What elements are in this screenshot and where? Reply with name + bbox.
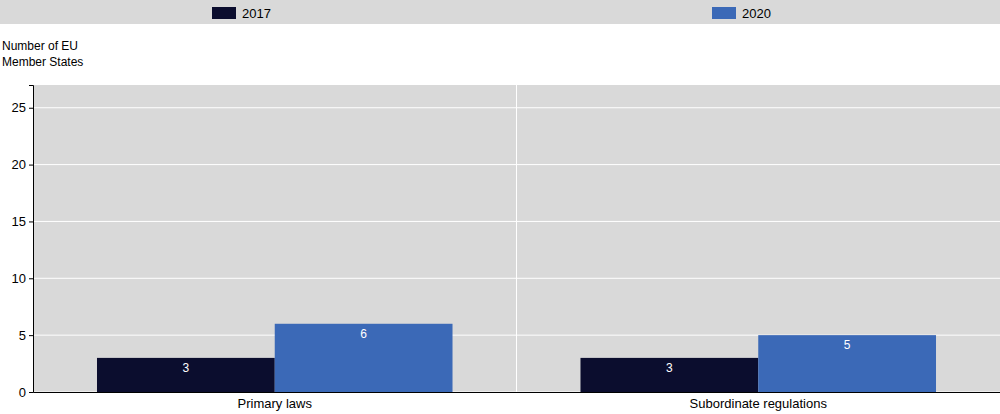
y-tick-label: 0 [19,385,26,400]
x-tick-label: Primary laws [238,396,313,411]
y-axis: 0 5 10 15 20 25 [12,86,34,400]
y-tick-label: 10 [12,271,26,286]
x-axis-line [34,392,1000,393]
legend-label: 2020 [742,6,771,21]
x-tick: Subordinate regulations [690,392,828,411]
data-label: 5 [844,338,851,352]
bars [97,324,936,392]
x-tick-label: Subordinate regulations [690,396,828,411]
bar [758,335,936,392]
y-tick-mark [29,108,33,109]
plot: 3 3 6 5 0 5 10 15 20 25 Primary laws Subordinate re… [12,85,1000,411]
bar [580,358,758,392]
y-tick-label: 25 [12,100,26,115]
y-axis-line [29,86,34,393]
y-tick-mark [29,335,33,336]
x-tick: Primary laws [238,392,313,411]
y-tick: 20 [12,157,33,172]
legend-swatch [712,7,736,19]
y-tick: 25 [12,100,33,115]
data-label: 6 [360,327,367,341]
data-labels: 3 3 6 5 [183,327,851,375]
bar [97,358,275,392]
bar [275,324,453,392]
legend-background [0,0,1000,24]
y-tick-mark [29,278,33,279]
data-label: 3 [666,361,673,375]
y-tick: 10 [12,271,33,286]
legend-swatch [212,7,236,19]
y-tick: 5 [19,328,33,343]
chart: 2017 2020 Number of EUMember States 3 3 6 5 0 5 1… [0,0,1000,414]
y-tick: 0 [19,385,33,400]
y-tick-mark [29,392,33,393]
data-label: 3 [183,361,190,375]
y-axis-title: Number of EUMember States [2,39,83,69]
category-separator [516,85,517,392]
y-tick-label: 15 [12,214,26,229]
x-axis: Primary laws Subordinate regulations [34,392,1000,411]
plot-background [33,85,1000,392]
y-tick-mark [29,221,33,222]
y-tick-label: 5 [19,328,26,343]
y-tick-label: 20 [12,157,26,172]
legend-label: 2017 [242,6,271,21]
y-tick: 15 [12,214,33,229]
y-tick-mark [29,165,33,166]
